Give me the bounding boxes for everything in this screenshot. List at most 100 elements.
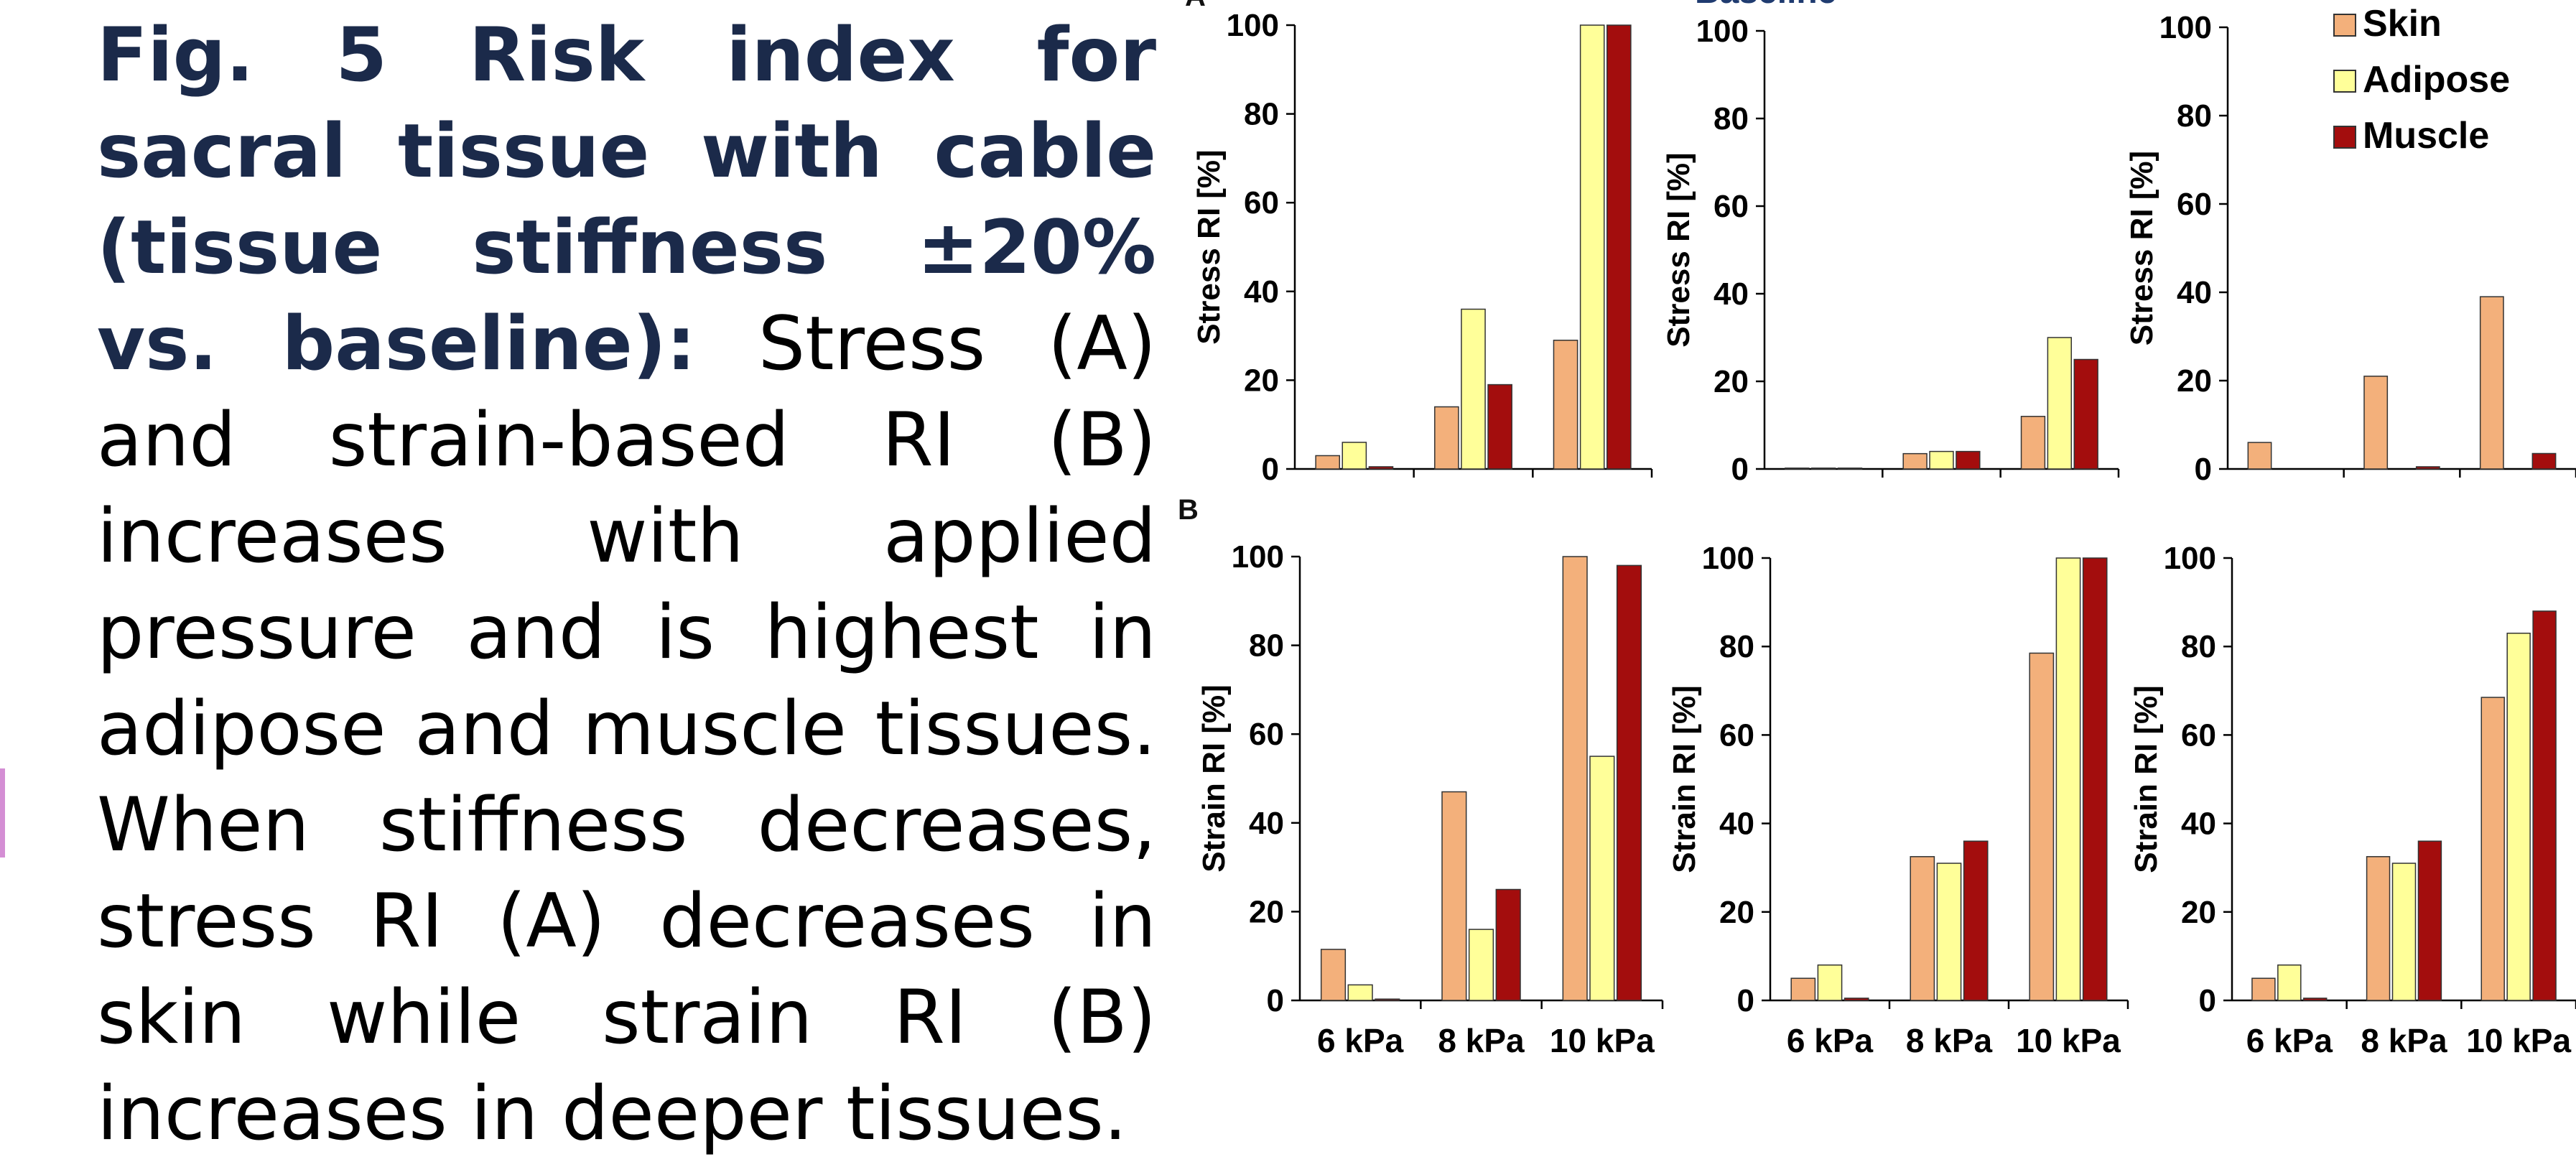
bar-muscle-2 <box>1963 840 1989 1001</box>
bar-skin-3 <box>2029 652 2055 1001</box>
x-tick-label: 6 kPa <box>2246 1022 2333 1059</box>
bar-skin-1 <box>1315 455 1341 470</box>
y-tick-label: 0 <box>2199 983 2216 1018</box>
bar-muscle-2 <box>2415 466 2440 470</box>
y-tick-label: 80 <box>1244 97 1279 132</box>
bar-skin-1 <box>1790 977 1816 1001</box>
bar-adipose-3 <box>2047 337 2073 470</box>
legend-label-skin: Skin <box>2363 3 2442 45</box>
chart-panel-5: 0 20 40 60 80 100 Strain RI [%] 6 kPa 8 kPa 10 kP… <box>1667 541 2129 1059</box>
y-tick-label: 100 <box>1227 8 1279 43</box>
bar-skin-2 <box>2363 376 2389 470</box>
bar-adipose-2 <box>1468 929 1494 1001</box>
y-tick-label: 100 <box>1696 14 1749 49</box>
bar-muscle-2 <box>1495 888 1521 1001</box>
bar-skin-2 <box>1441 791 1467 1001</box>
legend-label-muscle: Muscle <box>2363 115 2489 157</box>
y-tick-label: 80 <box>1719 629 1754 664</box>
y-tick-label: 0 <box>1267 983 1284 1018</box>
y-tick-label: 60 <box>2181 717 2216 753</box>
bar-adipose-3 <box>2055 557 2081 1001</box>
y-tick-label: 40 <box>1714 276 1749 312</box>
bar-adipose-1 <box>1342 442 1367 470</box>
y-tick-label: 100 <box>2164 541 2216 576</box>
bar-muscle-2 <box>1956 450 1981 470</box>
y-axis-title: Stress RI [%] <box>1661 152 1696 347</box>
x-tick-label: 8 kPa <box>1438 1022 1525 1059</box>
y-axis-title: Stress RI [%] <box>2124 151 2159 345</box>
bar-adipose-2 <box>1936 863 1962 1001</box>
caption-title: Fig. 5 Risk index for sacral tissue with… <box>97 12 1156 387</box>
y-tick-label: 60 <box>2177 187 2212 222</box>
bar-skin-1 <box>1785 468 1810 470</box>
y-tick-label: 60 <box>1719 717 1754 753</box>
bar-adipose-1 <box>1347 984 1373 1001</box>
panel-label-a: A <box>1185 0 1206 12</box>
y-tick-label: 20 <box>2177 363 2212 399</box>
y-tick-label: 100 <box>2159 10 2212 45</box>
bar-skin-2 <box>1910 856 1935 1001</box>
y-tick-label: 20 <box>1714 364 1749 399</box>
panel-label-b: B <box>1178 494 1199 526</box>
y-tick-label: 100 <box>1702 541 1754 576</box>
accent-bar <box>0 768 5 857</box>
bar-adipose-3 <box>1589 756 1615 1001</box>
bar-adipose-2 <box>1929 450 1954 470</box>
bar-adipose-3 <box>1579 24 1605 470</box>
y-tick-label: 20 <box>2181 895 2216 930</box>
bar-muscle-1 <box>2303 998 2328 1001</box>
x-tick-label: 10 kPa <box>2016 1022 2121 1059</box>
bar-adipose-2 <box>1461 308 1486 470</box>
chart-panel-2: 0 20 40 60 80 100 Stress RI [%] <box>1661 14 2120 487</box>
y-tick-label: 0 <box>1262 452 1279 487</box>
bar-muscle-3 <box>1616 564 1642 1001</box>
x-tick-label: 8 kPa <box>2361 1022 2447 1059</box>
bar-muscle-1 <box>1375 998 1400 1001</box>
y-tick-label: 60 <box>1249 717 1284 752</box>
y-tick-label: 80 <box>1714 101 1749 136</box>
bar-adipose-1 <box>1810 468 1836 470</box>
bar-skin-3 <box>2480 697 2505 1001</box>
x-tick-label: 10 kPa <box>1550 1022 1655 1059</box>
y-axis-title: Stress RI [%] <box>1191 149 1227 344</box>
y-tick-label: 40 <box>1244 274 1279 310</box>
bar-muscle-3 <box>2532 610 2557 1001</box>
bar-adipose-2 <box>2391 863 2417 1001</box>
y-tick-label: 60 <box>1244 185 1279 220</box>
y-tick-label: 0 <box>2195 452 2212 487</box>
bar-skin-3 <box>1553 340 1578 470</box>
bar-adipose-3 <box>2506 632 2531 1001</box>
y-tick-label: 100 <box>1232 539 1284 575</box>
bar-muscle-1 <box>1837 468 1863 470</box>
bar-muscle-1 <box>1843 998 1869 1001</box>
legend-swatch-muscle <box>2333 126 2356 149</box>
bar-skin-1 <box>2247 442 2272 470</box>
legend-swatch-skin <box>2333 14 2356 37</box>
y-tick-label: 60 <box>1714 189 1749 224</box>
y-tick-label: 0 <box>1737 983 1754 1018</box>
bar-skin-3 <box>1562 556 1588 1001</box>
bar-muscle-3 <box>2073 358 2098 470</box>
y-tick-label: 40 <box>1249 806 1284 841</box>
y-tick-label: 80 <box>2177 98 2212 134</box>
x-tick-label: 6 kPa <box>1787 1022 1874 1059</box>
y-tick-label: 20 <box>1249 894 1284 929</box>
chart-panel-1: 0 20 40 60 80 100 Stress RI [%] <box>1191 8 1653 487</box>
bar-skin-2 <box>1434 406 1459 470</box>
y-axis-title: Strain RI [%] <box>1667 685 1702 873</box>
bar-muscle-1 <box>1368 466 1394 470</box>
bar-skin-1 <box>1320 949 1347 1001</box>
y-tick-label: 40 <box>2177 275 2212 310</box>
y-tick-label: 40 <box>1719 807 1754 842</box>
chart-panel-4: 0 20 40 60 80 100 Strain RI [%] 6 kPa 8 kPa 10 kP… <box>1196 539 1664 1059</box>
y-tick-label: 0 <box>1731 452 1749 487</box>
x-tick-label: 6 kPa <box>1317 1022 1404 1059</box>
legend: Skin Adipose Muscle <box>2333 3 2510 157</box>
bar-muscle-2 <box>1487 384 1512 470</box>
y-tick-label: 20 <box>1244 363 1279 398</box>
bar-muscle-2 <box>2417 840 2442 1001</box>
bar-skin-2 <box>2366 856 2391 1001</box>
y-axis-title: Strain RI [%] <box>2129 685 2164 873</box>
y-tick-label: 40 <box>2181 807 2216 842</box>
chart-title-fragment: Baseline <box>1695 0 1836 11</box>
